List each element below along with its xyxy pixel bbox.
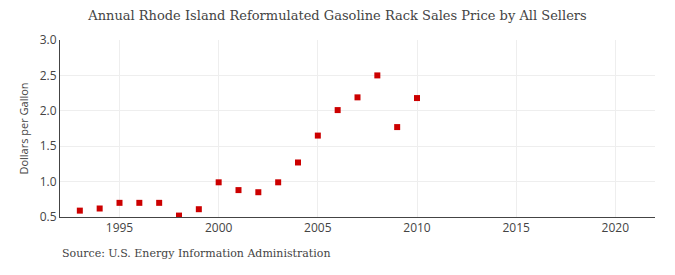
svg-text:0.5: 0.5 xyxy=(40,208,57,225)
svg-text:3.0: 3.0 xyxy=(40,31,57,48)
svg-text:Annual Rhode Island Reformulat: Annual Rhode Island Reformulated Gasolin… xyxy=(87,8,586,23)
svg-text:2.0: 2.0 xyxy=(40,102,57,119)
svg-text:1.0: 1.0 xyxy=(40,173,57,190)
svg-text:1995: 1995 xyxy=(106,219,134,236)
svg-text:Source: U.S. Energy Informatio: Source: U.S. Energy Information Administ… xyxy=(62,247,330,260)
svg-text:2000: 2000 xyxy=(205,219,233,236)
svg-text:2.5: 2.5 xyxy=(40,67,57,84)
svg-text:2010: 2010 xyxy=(403,219,431,236)
svg-text:1.5: 1.5 xyxy=(40,137,57,154)
svg-text:2015: 2015 xyxy=(502,219,530,236)
svg-text:2005: 2005 xyxy=(304,219,332,236)
svg-text:2020: 2020 xyxy=(602,219,630,236)
svg-text:Dollars per Gallon: Dollars per Gallon xyxy=(16,82,31,174)
